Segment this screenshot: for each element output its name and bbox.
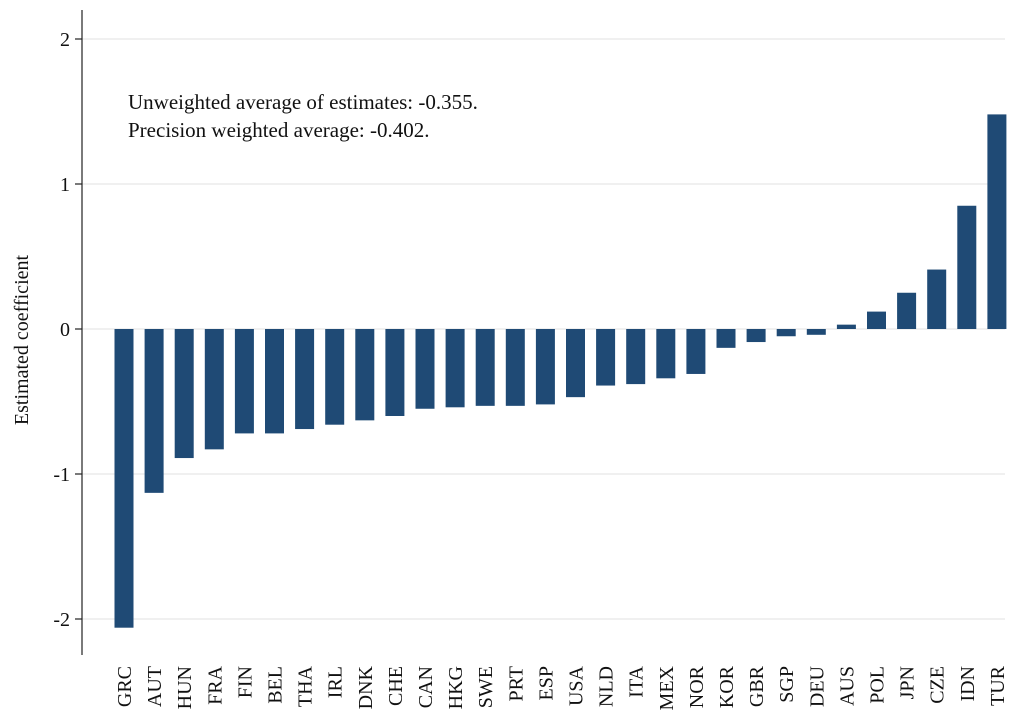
- bar-usa: [566, 329, 585, 398]
- bar-idn: [957, 205, 977, 329]
- bar-swe: [475, 329, 495, 406]
- bar-tur: [987, 114, 1007, 330]
- bar-grc: [114, 329, 134, 628]
- bar-cze: [927, 269, 947, 329]
- x-tick-label: FRA: [204, 665, 226, 704]
- x-tick-label: SWE: [475, 666, 497, 708]
- bar-bel: [265, 329, 284, 434]
- x-tick-label: USA: [566, 665, 588, 706]
- x-tick-label: NLD: [596, 666, 618, 707]
- bar-aus: [836, 324, 856, 329]
- x-tick-label: CZE: [927, 666, 949, 704]
- bar-jpn: [897, 292, 917, 329]
- bar-can: [415, 329, 435, 409]
- x-tick-label: BEL: [265, 666, 287, 704]
- bar-hkg: [445, 329, 465, 408]
- bar-fin: [234, 329, 254, 434]
- x-tick-label: THA: [295, 665, 317, 707]
- y-tick-label: 0: [60, 319, 70, 341]
- bar-sgp: [776, 329, 796, 337]
- bar-irl: [325, 329, 345, 425]
- x-tick-label: CAN: [415, 666, 437, 708]
- x-tick-label: KOR: [716, 665, 738, 708]
- x-tick-label: FIN: [234, 666, 256, 698]
- y-tick-label: -1: [53, 464, 70, 486]
- bars: [114, 114, 1007, 628]
- bar-tha: [295, 329, 315, 430]
- y-tick-label: 2: [60, 29, 70, 51]
- y-axis-ticks: -2 -1 0 1 2: [53, 29, 82, 631]
- x-tick-label: TUR: [987, 665, 1009, 706]
- x-tick-label: AUT: [144, 666, 166, 707]
- x-tick-label: JPN: [897, 666, 919, 699]
- bar-aut: [144, 329, 164, 493]
- x-tick-label: IDN: [957, 666, 979, 702]
- x-tick-label: GRC: [114, 666, 136, 707]
- y-tick-label: -2: [53, 609, 70, 631]
- x-tick-label: ESP: [535, 666, 557, 700]
- bar-ita: [626, 329, 646, 385]
- bar-dnk: [355, 329, 375, 421]
- y-tick-label: 1: [60, 174, 70, 196]
- annotation-unweighted-average: Unweighted average of estimates: -0.355.: [128, 90, 478, 114]
- bar-prt: [505, 329, 525, 406]
- bar-pol: [867, 311, 886, 329]
- y-axis-label: Estimated coefficient: [11, 255, 33, 426]
- x-tick-label: GBR: [746, 665, 768, 707]
- bar-nor: [686, 329, 706, 374]
- bar-gbr: [746, 329, 766, 343]
- x-tick-label: IRL: [325, 666, 347, 698]
- x-axis-tick-labels: GRC AUT HUN FRA FIN BEL THA IRL DNK CHE CAN HKG SWE P…: [114, 665, 1009, 710]
- x-tick-label: POL: [867, 666, 889, 704]
- x-tick-label: NOR: [686, 665, 708, 708]
- x-tick-label: CHE: [385, 666, 407, 706]
- bar-kor: [716, 329, 736, 348]
- bar-fra: [204, 329, 224, 450]
- x-tick-label: AUS: [836, 666, 858, 706]
- x-tick-label: SGP: [776, 666, 798, 703]
- x-tick-label: ITA: [626, 665, 648, 697]
- x-tick-label: PRT: [505, 666, 527, 701]
- annotation-precision-weighted-average: Precision weighted average: -0.402.: [128, 118, 430, 142]
- bar-mex: [656, 329, 676, 379]
- x-tick-label: DEU: [806, 665, 828, 707]
- x-tick-label: HKG: [445, 666, 467, 709]
- x-tick-label: HUN: [174, 666, 196, 709]
- bar-esp: [535, 329, 555, 405]
- bar-che: [385, 329, 405, 416]
- bar-deu: [806, 329, 826, 335]
- bar-hun: [174, 329, 194, 459]
- x-tick-label: MEX: [656, 665, 678, 710]
- bar-nld: [596, 329, 616, 386]
- x-tick-label: DNK: [355, 665, 377, 709]
